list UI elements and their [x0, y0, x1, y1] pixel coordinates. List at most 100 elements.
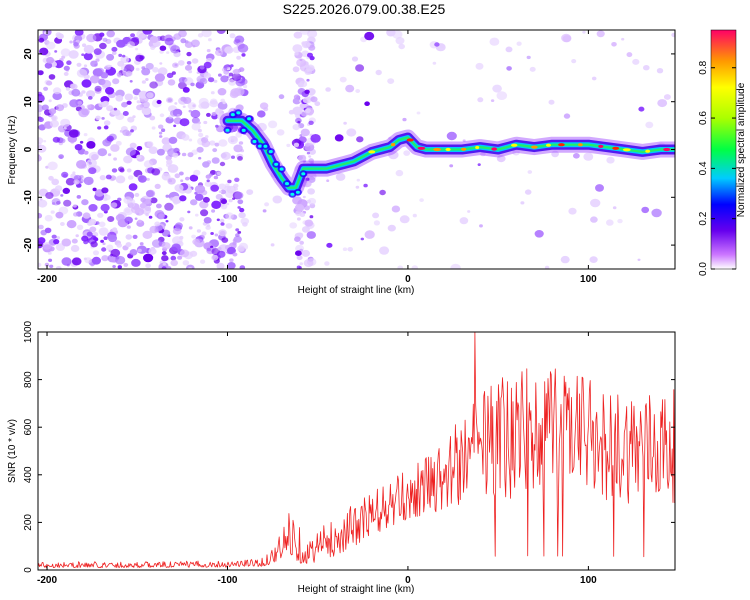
noise-blob — [206, 112, 211, 117]
noise-blob — [292, 124, 300, 131]
noise-blob — [651, 208, 662, 218]
noise-blob — [56, 236, 60, 240]
noise-blob — [516, 41, 522, 46]
noise-blob — [306, 88, 316, 96]
noise-blob — [83, 52, 93, 61]
noise-blob — [123, 262, 129, 267]
noise-blob — [434, 42, 440, 47]
noise-blob — [146, 141, 154, 148]
noise-blob — [101, 247, 107, 252]
noise-blob — [638, 106, 645, 112]
noise-blob — [238, 212, 246, 219]
noise-blob — [387, 224, 396, 232]
noise-blob — [97, 126, 102, 130]
noise-blob — [90, 241, 98, 248]
noise-blob — [161, 242, 171, 250]
noise-blob — [276, 129, 285, 136]
noise-blob — [224, 46, 234, 54]
noise-blob — [138, 90, 149, 99]
noise-blob — [303, 180, 312, 188]
noise-blob — [202, 196, 210, 203]
noise-blob — [49, 119, 60, 128]
noise-blob — [218, 183, 226, 190]
noise-blob — [51, 115, 58, 121]
noise-blob — [125, 234, 133, 240]
noise-blob — [234, 191, 244, 200]
noise-blob — [59, 156, 63, 159]
noise-blob — [168, 115, 173, 119]
noise-blob — [102, 86, 106, 90]
noise-blob — [450, 263, 461, 269]
noise-blob — [302, 97, 310, 104]
noise-blob — [272, 195, 283, 204]
noise-blob — [637, 258, 641, 261]
noise-blob — [101, 79, 112, 89]
noise-blob — [97, 148, 108, 157]
noise-blob — [220, 189, 227, 195]
noise-blob — [295, 250, 302, 256]
noise-blob — [372, 212, 380, 219]
noise-blob — [388, 150, 399, 160]
noise-blob — [467, 210, 471, 213]
noise-blob — [301, 226, 310, 233]
noise-blob — [206, 179, 210, 183]
track-blob-core — [295, 190, 300, 194]
noise-blob — [296, 255, 303, 261]
noise-blob — [200, 259, 206, 264]
track-hot-spot — [531, 145, 538, 149]
noise-blob — [129, 80, 133, 83]
noise-blob — [76, 224, 84, 230]
noise-blob — [210, 232, 214, 235]
noise-blob — [411, 265, 418, 269]
noise-blob — [387, 78, 395, 84]
noise-blob — [38, 237, 46, 244]
noise-blob — [397, 265, 403, 269]
noise-blob — [178, 81, 187, 90]
noise-blob — [115, 255, 126, 265]
noise-blob — [293, 94, 300, 100]
noise-blob — [116, 243, 122, 248]
track-hot-spot — [511, 143, 518, 147]
noise-blob — [43, 140, 47, 143]
noise-blob — [181, 134, 190, 141]
noise-blob — [187, 210, 191, 214]
noise-blob — [529, 66, 536, 72]
noise-blob — [159, 113, 165, 118]
noise-blob — [59, 138, 66, 144]
noise-blob — [304, 219, 314, 227]
noise-blob — [145, 190, 154, 198]
track-hot-spot — [406, 138, 414, 142]
noise-blob — [76, 160, 87, 169]
noise-blob — [342, 247, 348, 251]
noise-blob — [199, 65, 205, 70]
noise-blob — [151, 126, 156, 130]
noise-blob — [102, 37, 108, 42]
noise-blob — [324, 261, 330, 266]
noise-blob — [106, 135, 114, 142]
noise-blob — [130, 33, 136, 38]
noise-blob — [56, 266, 62, 269]
noise-blob — [477, 163, 481, 167]
noise-blob — [606, 156, 615, 164]
noise-blob — [99, 42, 107, 50]
noise-blob — [663, 94, 671, 100]
noise-blob — [86, 104, 92, 109]
noise-blob — [395, 169, 404, 177]
noise-blob — [295, 210, 302, 216]
noise-blob — [48, 74, 56, 80]
noise-blob — [81, 235, 89, 242]
noise-blob — [197, 128, 202, 133]
track-blob-core — [290, 192, 295, 196]
noise-blob — [166, 97, 174, 104]
noise-blob — [150, 45, 156, 51]
y-tick-label: -20 — [23, 237, 34, 252]
noise-blob — [50, 210, 55, 214]
noise-blob — [203, 61, 212, 69]
noise-blob — [621, 37, 625, 41]
noise-blob — [123, 196, 133, 204]
noise-blob — [412, 213, 417, 218]
noise-blob — [211, 200, 222, 209]
noise-blob — [39, 198, 43, 201]
noise-blob — [419, 198, 424, 203]
